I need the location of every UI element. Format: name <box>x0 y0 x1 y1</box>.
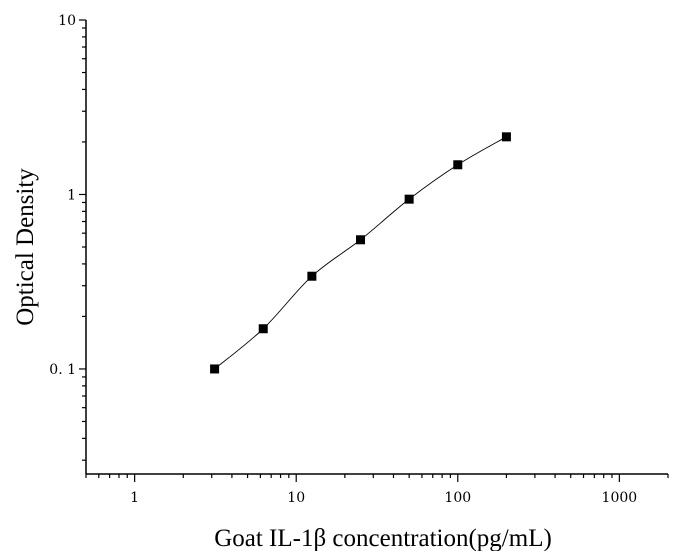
y-tick-label: 10 <box>58 13 76 29</box>
y-tick-label: 1 <box>67 187 76 203</box>
x-axis: 1 10 100 1000 <box>85 473 669 506</box>
data-point <box>404 194 414 204</box>
data-point <box>210 364 220 374</box>
y-tick-label: 0. 1 <box>49 362 76 378</box>
fit-curve <box>214 136 507 370</box>
data-point <box>356 235 366 245</box>
data-point <box>307 271 317 281</box>
data-points <box>210 132 511 374</box>
x-tick-label: 10 <box>287 490 305 506</box>
fit-line <box>214 136 507 370</box>
x-tick-label: 1 <box>130 490 139 506</box>
data-point <box>501 132 511 142</box>
data-point <box>453 160 463 170</box>
y-axis: 0. 1 1 10 <box>49 13 87 474</box>
x-axis-title: Goat IL-1β concentration(pg/mL) <box>214 525 552 551</box>
y-axis-title: Optical Density <box>12 168 39 326</box>
x-tick-label: 100 <box>444 490 471 506</box>
data-point <box>258 324 268 334</box>
x-tick-label: 1000 <box>602 490 638 506</box>
